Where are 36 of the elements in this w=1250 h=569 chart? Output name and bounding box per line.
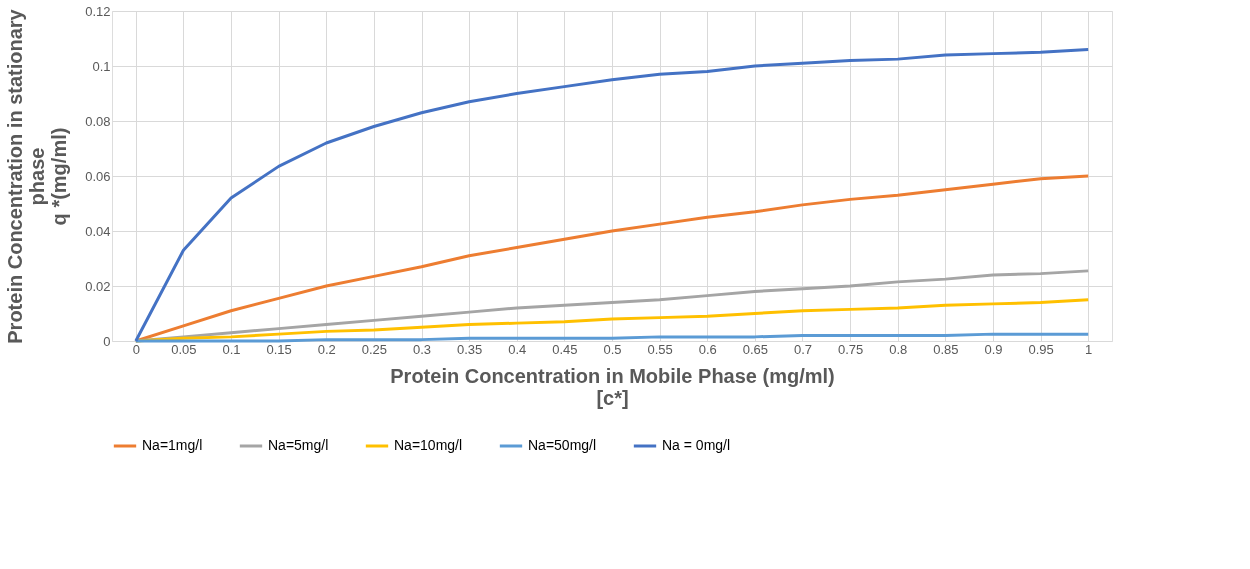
line-series	[134, 48, 1090, 343]
y-tick-label: 0.1	[92, 58, 111, 74]
y-tick-label: 0.08	[85, 113, 111, 129]
line-series	[134, 332, 1090, 343]
legend-label: Na=50mg/l	[528, 437, 597, 453]
x-tick-label: 0.35	[456, 341, 483, 357]
x-tick-label: 0.8	[889, 341, 908, 357]
x-tick-label: 0.7	[793, 341, 813, 357]
x-tick-label: 0.3	[412, 341, 432, 357]
x-tick-label: 0.5	[603, 341, 622, 357]
legend-label: Na=5mg/l	[268, 437, 329, 453]
y-tick-label: 0.04	[85, 223, 111, 239]
y-axis-title: Protein Concentration in stationary phase q *(mg/ml)	[4, 8, 71, 344]
x-tick-label: 0.75	[837, 341, 864, 357]
legend-label: Na=1mg/l	[142, 437, 203, 453]
x-tick-label: 0.05	[171, 341, 197, 357]
x-tick-label: 0.1	[222, 341, 241, 357]
x-tick-label: 0.55	[647, 341, 673, 357]
x-tick-label: 0.25	[361, 341, 388, 357]
x-tick-label: 1	[1085, 341, 1093, 357]
y-tick-label: 0.06	[85, 168, 111, 184]
x-tick-label: 0.6	[698, 341, 717, 357]
x-tick-label: 0	[132, 341, 140, 357]
legend-label: Na = 0mg/l	[662, 437, 731, 453]
x-tick-label: 0.4	[508, 341, 527, 357]
x-tick-label: 0.65	[742, 341, 769, 357]
x-tick-label: 0.45	[552, 341, 578, 357]
x-tick-label: 0.2	[317, 341, 336, 357]
x-tick-label: 0.9	[984, 341, 1003, 357]
x-tick-label: 0.95	[1028, 341, 1054, 357]
x-tick-label: 0.85	[933, 341, 959, 357]
y-tick-label: 0.02	[85, 278, 111, 294]
y-tick-label: 0.12	[85, 3, 111, 19]
x-axis-title: Protein Concentration in Mobile Phase (mg/ml) [c*]	[390, 364, 835, 409]
x-tick-label: 0.15	[266, 341, 292, 357]
legend-label: Na=10mg/l	[394, 437, 463, 453]
